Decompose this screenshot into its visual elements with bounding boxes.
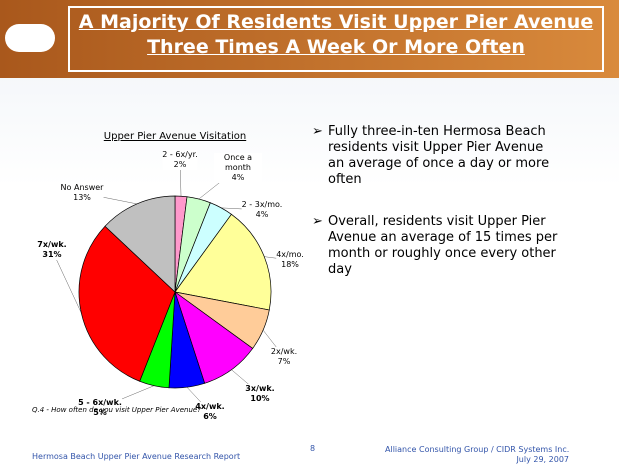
category-label: 7x/wk. <box>37 240 67 249</box>
category-label: Once a month <box>223 153 253 172</box>
pie-slice <box>104 195 176 293</box>
footer-left: Hermosa Beach Upper Pier Avenue Research… <box>32 452 241 461</box>
bullet-text: Fully three-in-ten Hermosa Beach residen… <box>328 124 550 187</box>
value-label: 6% <box>203 412 217 421</box>
slice-label: 2 - 3x/mo. 4% <box>241 200 283 220</box>
category-label: 2 - 3x/mo. <box>241 200 283 209</box>
slice-label: 5 - 6x/wk. 5% <box>78 398 122 418</box>
value-label: 2% <box>173 160 187 169</box>
value-label: 4% <box>231 173 245 182</box>
pie-slice <box>78 225 176 382</box>
title-frame <box>68 6 604 72</box>
bullet: Overall, residents visit Upper Pier Aven… <box>312 214 558 278</box>
footer-date: July 29, 2007 <box>516 455 569 464</box>
header-bar <box>0 0 619 78</box>
slice-label: 2x/wk. 7% <box>270 347 298 367</box>
category-label: 5 - 6x/wk. <box>78 398 122 407</box>
slide-title: A Majority Of Residents Visit Upper Pier… <box>78 11 594 58</box>
category-label: 3x/wk. <box>245 384 275 393</box>
footer-right: Alliance Consulting Group / CIDR Systems… <box>385 445 570 454</box>
slice-label: 4x/wk. 6% <box>195 402 225 422</box>
value-label: 4% <box>255 210 269 219</box>
slice-label: 4x/mo. 18% <box>276 250 304 270</box>
slice-label: 2 - 6x/yr. 2% <box>162 150 198 170</box>
slice-label: Once a month 4% <box>214 153 262 183</box>
category-label: 2 - 6x/yr. <box>162 150 198 159</box>
value-label: 13% <box>73 193 91 202</box>
bullet-text: Overall, residents visit Upper Pier Aven… <box>328 214 558 277</box>
value-label: 31% <box>42 250 62 259</box>
value-label: 10% <box>250 394 270 403</box>
logo <box>5 24 55 52</box>
bullet: Fully three-in-ten Hermosa Beach residen… <box>312 124 558 188</box>
category-label: 4x/wk. <box>195 402 225 411</box>
category-label: 4x/mo. <box>276 250 304 259</box>
category-label: No Answer <box>60 183 104 192</box>
leader-line <box>51 249 82 314</box>
chart-title: Upper Pier Avenue Visitation <box>104 131 246 142</box>
slice-label: 3x/wk. 10% <box>245 384 275 404</box>
slice-label: No Answer 13% <box>60 183 104 203</box>
page-number: 8 <box>310 444 316 453</box>
value-label: 18% <box>281 260 299 269</box>
value-label: 7% <box>277 357 291 366</box>
footnote: Q.4 - How often do you visit Upper Pier … <box>32 406 201 414</box>
value-label: 5% <box>93 408 107 417</box>
slice-label: 7x/wk. 31% <box>37 240 67 260</box>
category-label: 2x/wk. <box>270 347 298 356</box>
